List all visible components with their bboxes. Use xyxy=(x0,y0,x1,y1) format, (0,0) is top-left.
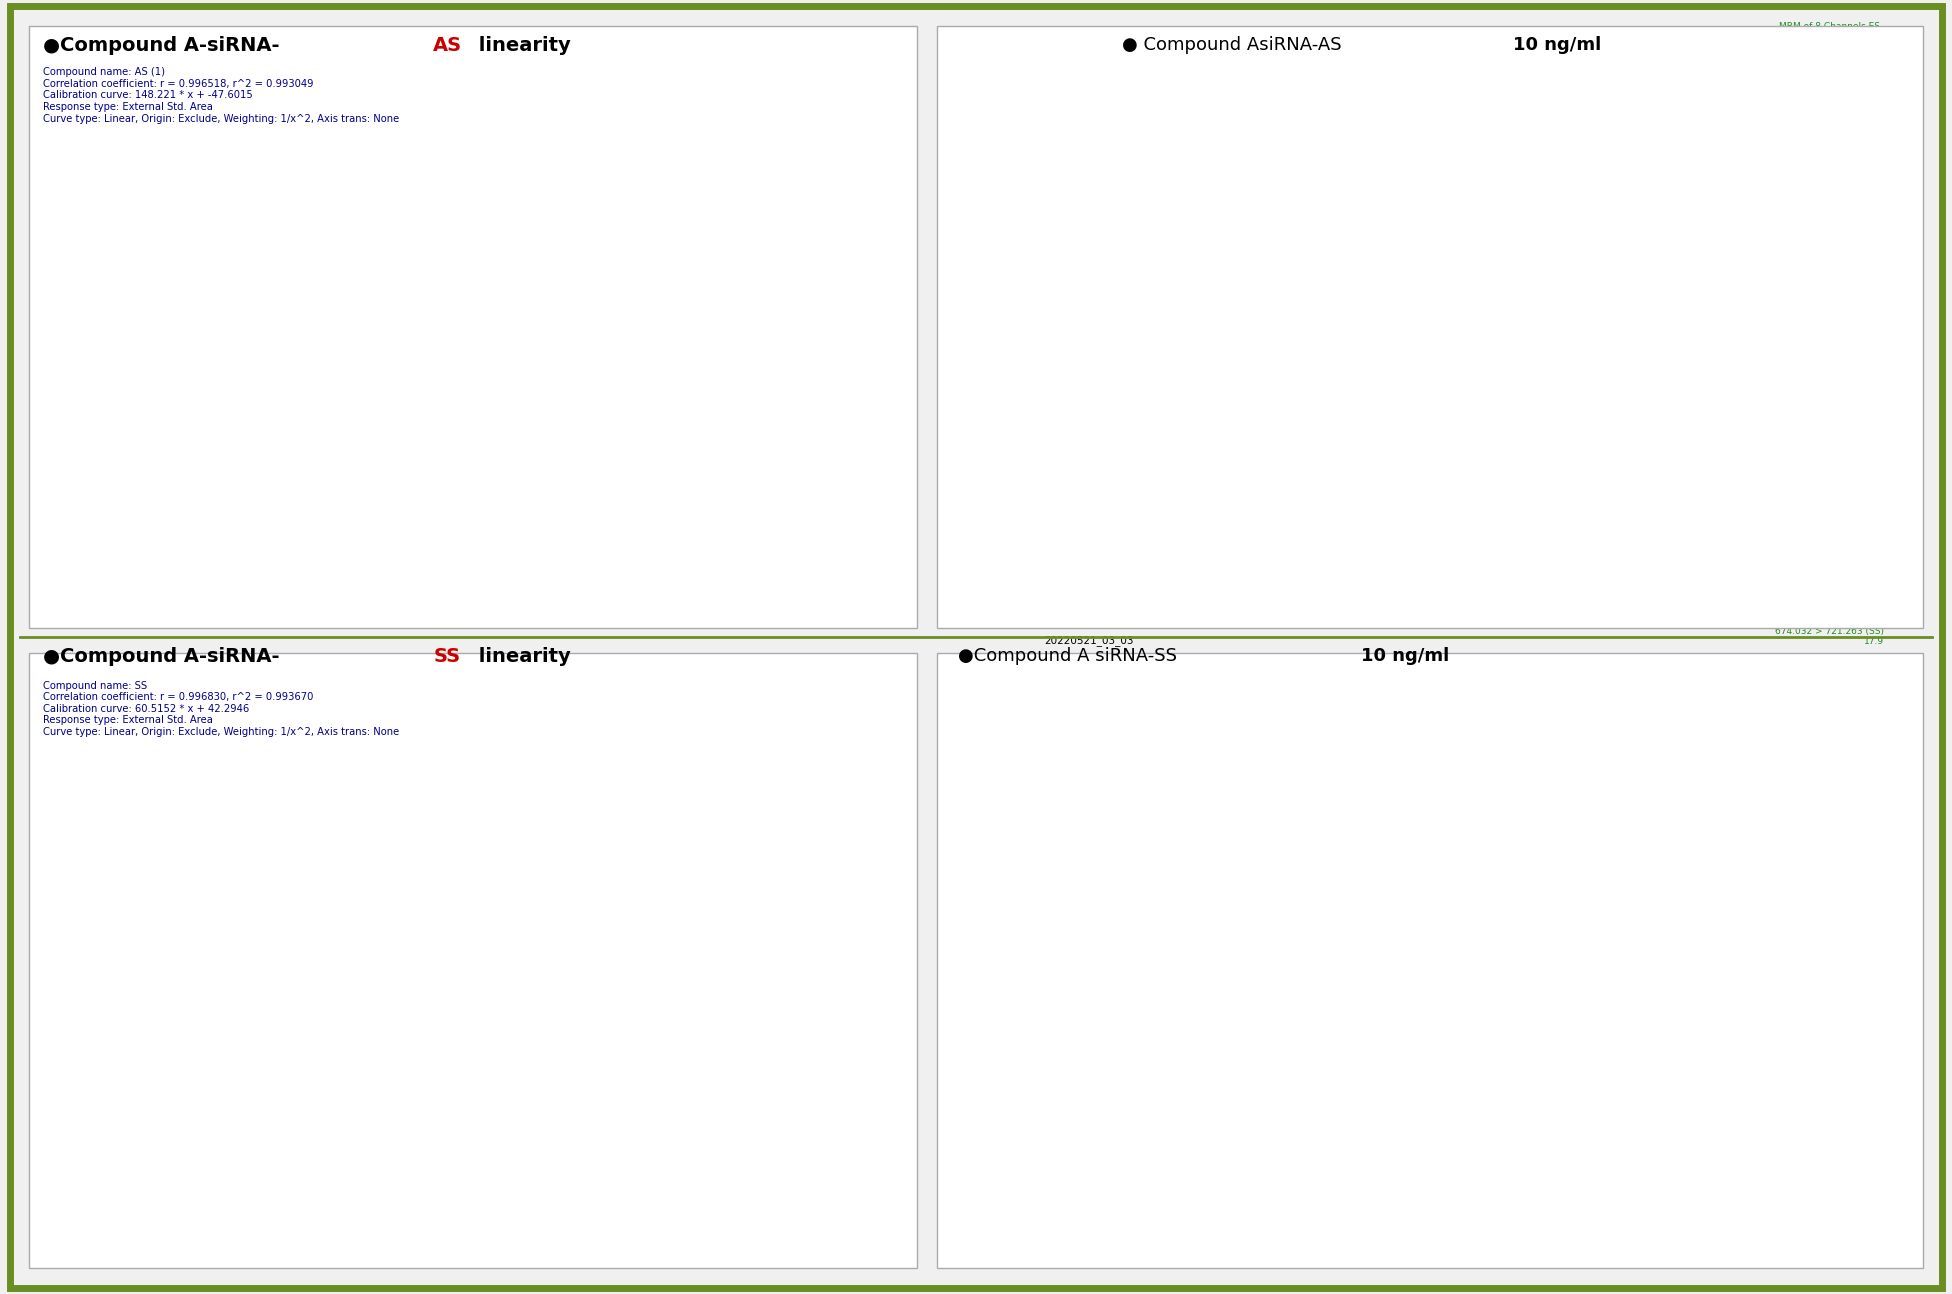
Text: 4.86: 4.86 xyxy=(1439,245,1458,252)
Text: ● Compound AsiRNA-AS: ● Compound AsiRNA-AS xyxy=(1122,36,1347,54)
Text: 20220521_03_04: 20220521_03_04 xyxy=(1044,307,1134,317)
Point xyxy=(199,521,230,542)
Text: Compound name: AS (1)
Correlation coefficient: r = 0.996518, r^2 = 0.993049
Cali: Compound name: AS (1) Correlation coeffi… xyxy=(43,67,400,124)
Text: ●Compound A-siRNA-: ●Compound A-siRNA- xyxy=(43,36,279,56)
Text: 20220521_03_04: 20220521_03_04 xyxy=(1044,907,1134,919)
Text: 10 ng/ml: 10 ng/ml xyxy=(1126,435,1214,453)
Text: 4.56: 4.56 xyxy=(1402,678,1421,687)
Text: 20220521_03_03: 20220521_03_03 xyxy=(1044,635,1134,646)
Point xyxy=(303,1086,334,1106)
Text: 5.16: 5.16 xyxy=(1468,185,1487,194)
Text: linearity: linearity xyxy=(472,647,572,666)
Text: SS: SS xyxy=(433,647,461,666)
Text: MRM of 8 Channels ES-
674.032 > 721.263 (SS)
17.9: MRM of 8 Channels ES- 674.032 > 721.263 … xyxy=(1774,616,1884,646)
Point xyxy=(508,960,539,981)
Text: Blank: Blank xyxy=(1126,151,1187,171)
Point xyxy=(172,538,203,559)
Point xyxy=(182,533,213,554)
Text: MRM of 8 Channels ES-
786.1 > 805.35 (AS)
575: MRM of 8 Channels ES- 786.1 > 805.35 (AS… xyxy=(1780,22,1884,52)
Text: 4.84: 4.84 xyxy=(1437,1004,1456,1013)
Text: 20220521_03_03: 20220521_03_03 xyxy=(1044,41,1134,52)
Text: linearity: linearity xyxy=(472,36,572,56)
Text: Blank: Blank xyxy=(1161,738,1218,756)
Text: 4.80: 4.80 xyxy=(1423,950,1443,959)
Text: 5.09: 5.09 xyxy=(1448,93,1468,102)
Text: 5.1₀: 5.1₀ xyxy=(1452,419,1468,428)
Bar xyxy=(1048,505,1060,519)
Point xyxy=(172,1165,203,1185)
Bar xyxy=(1439,343,1489,602)
Point xyxy=(166,1168,197,1189)
Text: 10 ng/ml: 10 ng/ml xyxy=(1134,1021,1222,1039)
Point xyxy=(234,498,265,519)
X-axis label: Conc: Conc xyxy=(509,595,535,604)
Point xyxy=(234,1127,265,1148)
Point xyxy=(508,322,539,343)
Text: 4.86: 4.86 xyxy=(1439,1053,1458,1062)
Point xyxy=(168,541,199,562)
Bar xyxy=(1048,239,1060,254)
Point xyxy=(168,1167,199,1188)
Bar xyxy=(1421,939,1460,1210)
Point xyxy=(166,543,197,564)
Point xyxy=(166,1168,197,1189)
Text: Compound name: SS
Correlation coefficient: r = 0.996830, r^2 = 0.993670
Calibrat: Compound name: SS Correlation coefficien… xyxy=(43,681,400,738)
X-axis label: Conc: Conc xyxy=(509,1215,535,1225)
Text: 5.2₀: 5.2₀ xyxy=(1462,489,1480,498)
Text: AS: AS xyxy=(433,36,463,56)
Point xyxy=(182,1159,213,1180)
Text: MRM of 8 Channels ES-
786.1 > 805.35 (AS)
2.84e4: MRM of 8 Channels ES- 786.1 > 805.35 (AS… xyxy=(1780,287,1884,317)
X-axis label: Time: Time xyxy=(1452,1228,1476,1238)
Bar xyxy=(1048,1097,1060,1112)
Text: 5.1₁: 5.1₁ xyxy=(1452,459,1470,468)
Text: 10 ng/ml: 10 ng/ml xyxy=(1513,36,1601,54)
Point xyxy=(166,542,197,563)
Text: ●Compound A siRNA-SS: ●Compound A siRNA-SS xyxy=(958,647,1183,665)
Point xyxy=(166,542,197,563)
Text: 5.13: 5.13 xyxy=(1452,358,1472,367)
X-axis label: Time: Time xyxy=(1452,620,1476,630)
Text: MRM of 8 Channels ES-
674.032 > 721.263 (SS)
1.09e4: MRM of 8 Channels ES- 674.032 > 721.263 … xyxy=(1774,888,1884,919)
Text: 10 ng/ml: 10 ng/ml xyxy=(1361,647,1448,665)
Text: ●Compound A-siRNA-: ●Compound A-siRNA- xyxy=(43,647,279,666)
Y-axis label: Response: Response xyxy=(90,939,100,989)
Y-axis label: Response: Response xyxy=(90,305,100,355)
